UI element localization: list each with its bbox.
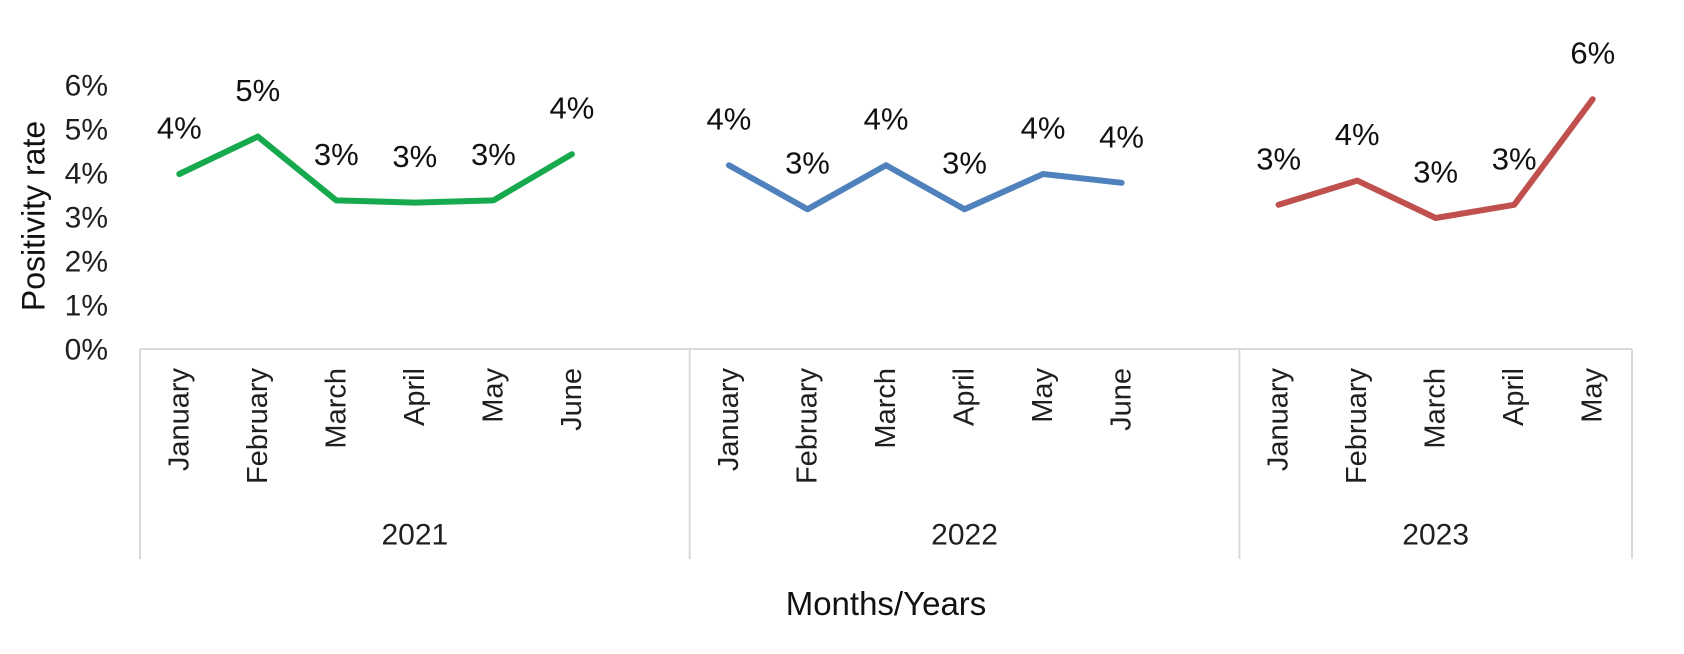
- month-label: May: [1577, 368, 1609, 423]
- month-label: January: [713, 368, 745, 472]
- year-label: 2022: [931, 519, 998, 552]
- month-label: April: [949, 368, 981, 426]
- month-label: May: [1027, 368, 1059, 423]
- data-label: 4%: [707, 102, 752, 137]
- data-label: 3%: [1413, 155, 1458, 190]
- month-label: February: [242, 368, 274, 485]
- month-label: February: [1341, 368, 1373, 485]
- y-tick-label: 6%: [65, 70, 108, 103]
- y-axis-title: Positivity rate: [15, 120, 52, 312]
- month-label: January: [163, 368, 195, 472]
- data-label: 3%: [785, 146, 830, 181]
- data-label: 5%: [235, 73, 280, 108]
- month-label: June: [556, 368, 588, 431]
- month-label: March: [320, 368, 352, 449]
- data-label: 3%: [392, 139, 437, 174]
- data-label: 3%: [314, 137, 359, 172]
- series-line-2023: [1275, 96, 1596, 221]
- data-label: 6%: [1570, 36, 1615, 71]
- data-label: 4%: [1335, 117, 1380, 152]
- month-label: May: [477, 368, 509, 423]
- y-tick-label: 1%: [65, 290, 108, 323]
- y-tick-label: 3%: [65, 202, 108, 235]
- data-label: 3%: [942, 146, 987, 181]
- month-label: April: [1498, 368, 1530, 426]
- data-label: 3%: [1492, 141, 1537, 176]
- year-label: 2023: [1402, 519, 1469, 552]
- year-label: 2021: [381, 519, 448, 552]
- month-label: March: [870, 368, 902, 449]
- series-line-2022: [725, 162, 1125, 213]
- y-tick-label: 4%: [65, 158, 108, 191]
- month-label: June: [1106, 368, 1138, 431]
- data-label: 4%: [157, 111, 202, 146]
- month-label: April: [399, 368, 431, 426]
- month-label: February: [791, 368, 823, 485]
- data-label: 4%: [1099, 119, 1144, 154]
- data-label: 4%: [1021, 111, 1066, 146]
- y-tick-label: 0%: [65, 334, 108, 367]
- month-label: March: [1420, 368, 1452, 449]
- x-axis-title: Months/Years: [785, 585, 987, 622]
- data-label: 3%: [1256, 141, 1301, 176]
- series-line-2021: [176, 133, 575, 206]
- data-label: 4%: [549, 91, 594, 126]
- data-label: 4%: [864, 102, 909, 137]
- month-label: January: [1263, 368, 1295, 472]
- data-label: 3%: [471, 137, 516, 172]
- y-tick-label: 2%: [65, 246, 108, 279]
- y-tick-label: 5%: [65, 114, 108, 147]
